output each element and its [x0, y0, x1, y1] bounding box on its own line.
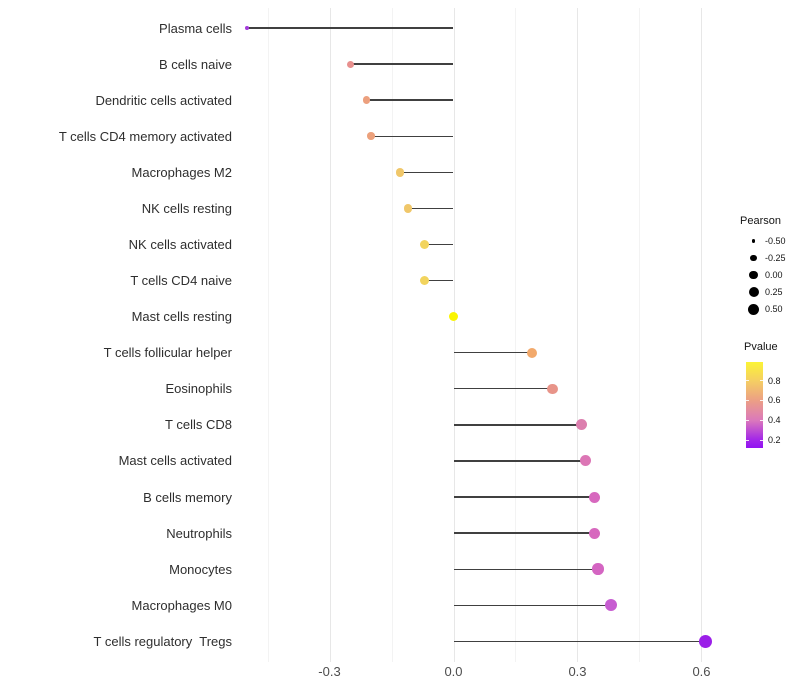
lollipop-dot	[420, 239, 430, 249]
lollipop-dot	[580, 455, 592, 467]
pvalue-tick-label: 0.2	[768, 435, 781, 446]
legend-size-label: 0.00	[765, 270, 783, 281]
legend-size-label: 0.25	[765, 287, 783, 298]
row-label: Plasma cells	[159, 20, 232, 36]
lollipop-stem	[370, 135, 454, 137]
legend-pearson-title: Pearson	[740, 215, 781, 227]
lollipop-stem	[424, 243, 454, 246]
row-label: NK cells resting	[141, 200, 232, 216]
lollipop-stem	[453, 604, 611, 606]
lollipop-dot	[346, 60, 354, 68]
gridline-major	[453, 8, 455, 662]
gridline-minor	[267, 8, 269, 662]
gridline-major	[329, 8, 331, 662]
pvalue-tick-mark	[746, 399, 749, 401]
row-label: T cells follicular helper	[103, 345, 232, 361]
legend-size-dot	[750, 254, 757, 262]
legend-size-dot	[749, 270, 758, 280]
lollipop-dot	[448, 311, 459, 322]
x-tick-label: 0.3	[568, 664, 587, 679]
row-label: Mast cells activated	[118, 453, 232, 469]
x-tick-label: -0.3	[318, 664, 341, 679]
legend-pvalue-title: Pvalue	[744, 341, 778, 353]
lollipop-dot	[547, 383, 558, 395]
pvalue-tick-mark	[746, 439, 749, 441]
row-label: Neutrophils	[166, 525, 232, 541]
lollipop-stem	[453, 388, 553, 390]
lollipop-stem	[350, 63, 454, 65]
lollipop-stem	[453, 496, 595, 498]
gridline-minor	[391, 8, 393, 662]
pvalue-tick-mark	[746, 419, 749, 421]
legend-size-dot	[751, 239, 756, 243]
row-label: Dendritic cells activated	[95, 92, 232, 108]
lollipop-dot	[403, 204, 413, 213]
legend-size-label: 0.50	[765, 304, 783, 315]
row-label: B cells memory	[143, 489, 232, 505]
row-label: T cells CD8	[165, 417, 232, 433]
lollipop-dot	[395, 168, 405, 177]
row-label: Mast cells resting	[131, 309, 232, 325]
lollipop-dot	[362, 96, 371, 104]
lollipop-dot	[698, 634, 713, 649]
x-tick-label: 0.6	[692, 664, 711, 679]
gridline-major	[577, 8, 579, 662]
lollipop-stem	[399, 171, 454, 173]
row-label: T cells regulatory Tregs	[93, 633, 232, 649]
row-label: T cells CD4 memory activated	[58, 128, 232, 144]
lollipop-stem	[366, 99, 454, 101]
lollipop-dot	[367, 132, 375, 140]
lollipop-stem	[453, 568, 599, 570]
lollipop-dot	[588, 527, 600, 539]
lollipop-stem	[453, 532, 595, 534]
lollipop-stem	[408, 207, 454, 210]
legend-size-dot	[747, 303, 760, 316]
lollipop-dot	[592, 563, 604, 575]
lollipop-dot	[604, 599, 617, 612]
gridline-minor	[639, 8, 641, 662]
pvalue-tick-label: 0.4	[768, 415, 781, 426]
row-label: T cells CD4 naive	[130, 273, 232, 289]
row-label: B cells naive	[159, 56, 232, 72]
lollipop-stem	[453, 352, 533, 354]
legend-size-label: -0.50	[765, 236, 786, 246]
legend-size-dot	[748, 287, 759, 298]
pvalue-tick-mark	[760, 380, 763, 381]
lollipop-dot	[588, 491, 600, 503]
lollipop-dot	[576, 419, 588, 431]
lollipop-dot	[527, 347, 538, 358]
gridline-major	[701, 8, 703, 662]
legend-pearson-size: Pearson -0.50 -0.25 0.00 0.25 0.50	[740, 215, 798, 316]
legend-size-label: -0.25	[765, 253, 786, 264]
lollipop-stem	[424, 279, 454, 282]
lollipop-stem	[453, 424, 582, 426]
legend-pvalue-colorbar: Pvalue 0.8 0.6 0.4 0.2	[744, 341, 800, 461]
pvalue-colorbar-gradient	[746, 362, 763, 448]
pvalue-tick-mark	[760, 419, 763, 421]
row-label: Macrophages M2	[131, 164, 232, 180]
lollipop-stem	[453, 640, 706, 643]
pvalue-tick-label: 0.6	[768, 395, 781, 406]
lollipop-stem	[453, 460, 586, 462]
lollipop-dot	[244, 26, 249, 30]
x-tick-label: 0.0	[444, 664, 463, 679]
row-label: NK cells activated	[128, 236, 232, 252]
row-label: Monocytes	[169, 561, 232, 577]
pvalue-tick-mark	[746, 380, 749, 381]
row-label: Eosinophils	[165, 381, 233, 397]
pvalue-tick-mark	[760, 399, 763, 401]
gridline-minor	[515, 8, 517, 662]
pvalue-tick-mark	[760, 439, 763, 441]
lollipop-dot	[420, 276, 430, 286]
pvalue-tick-label: 0.8	[768, 375, 781, 386]
row-label: Macrophages M0	[131, 597, 232, 613]
lollipop-stem	[246, 27, 454, 29]
